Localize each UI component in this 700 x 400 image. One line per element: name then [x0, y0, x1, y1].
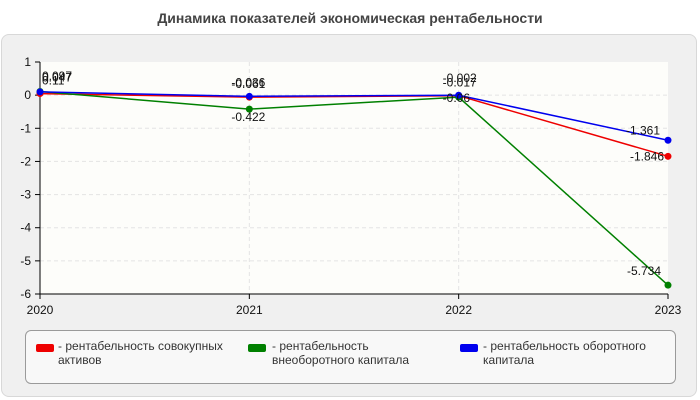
series: [36, 87, 672, 289]
x-tick-label: 2023: [655, 303, 682, 317]
data-point: [664, 281, 672, 289]
y-tick-label: 1: [24, 55, 31, 69]
series-line: [39, 90, 669, 286]
data-label: -0.061: [231, 77, 265, 91]
legend-item-noncurrent-capital[interactable]: рентабельность внеоборотного капитала: [238, 331, 450, 383]
grid: [40, 62, 668, 294]
data-point: [36, 88, 44, 96]
y-tick-label: -1: [20, 121, 31, 135]
legend-label: рентабельность внеоборотного капитала: [272, 339, 450, 367]
x-tick-label: 2022: [445, 303, 472, 317]
data-point: [245, 92, 253, 100]
y-tick-label: -2: [20, 154, 31, 168]
series-line: [39, 91, 669, 141]
y-tick-label: -4: [20, 221, 31, 235]
data-point: [664, 136, 672, 144]
legend-item-total-assets[interactable]: рентабельность совокупных активов: [26, 331, 238, 383]
legend-label: рентабельность совокупных активов: [58, 339, 238, 367]
chart-title: Динамика показателей экономическая рента…: [157, 10, 543, 26]
x-tick-label: 2020: [27, 303, 54, 317]
y-tick-label: 0: [24, 88, 31, 102]
y-tick-label: -5: [20, 254, 31, 268]
y-tick-label: -3: [20, 188, 31, 202]
data-label: -5.734: [627, 264, 661, 278]
legend-label: рентабельность оборотного капитала: [483, 339, 675, 367]
legend: рентабельность совокупных активов рентаб…: [25, 330, 676, 384]
axes: 1 0 -1 -2 -3 -4 -5 -6 2020 2021 2022 2023: [20, 55, 681, 317]
data-label: -0.422: [231, 110, 265, 124]
legend-item-current-capital[interactable]: рентабельность оборотного капитала: [450, 331, 675, 383]
data-label: 0.097: [42, 69, 72, 83]
data-label: -0.06: [443, 91, 471, 105]
data-point: [455, 91, 463, 99]
data-label: 0.047: [42, 71, 72, 85]
data-label: 0.11: [42, 73, 65, 87]
data-label: -1.361: [626, 123, 660, 137]
data-label: -0.036: [231, 75, 265, 89]
data-point: [245, 105, 253, 113]
legend-swatch-green: [248, 344, 266, 352]
legend-swatch-blue: [460, 344, 478, 352]
data-label: -0.017: [443, 76, 477, 90]
data-label: -1.846: [630, 149, 664, 163]
data-labels: 0.047 -0.061 -0.017 -1.846 0.11 -0.422 -0.06 -5…: [42, 69, 664, 278]
data-label: -0.002: [443, 71, 477, 85]
x-tick-label: 2021: [236, 303, 263, 317]
data-point: [664, 152, 672, 160]
legend-swatch-red: [36, 344, 54, 352]
y-tick-label: -6: [20, 287, 31, 301]
